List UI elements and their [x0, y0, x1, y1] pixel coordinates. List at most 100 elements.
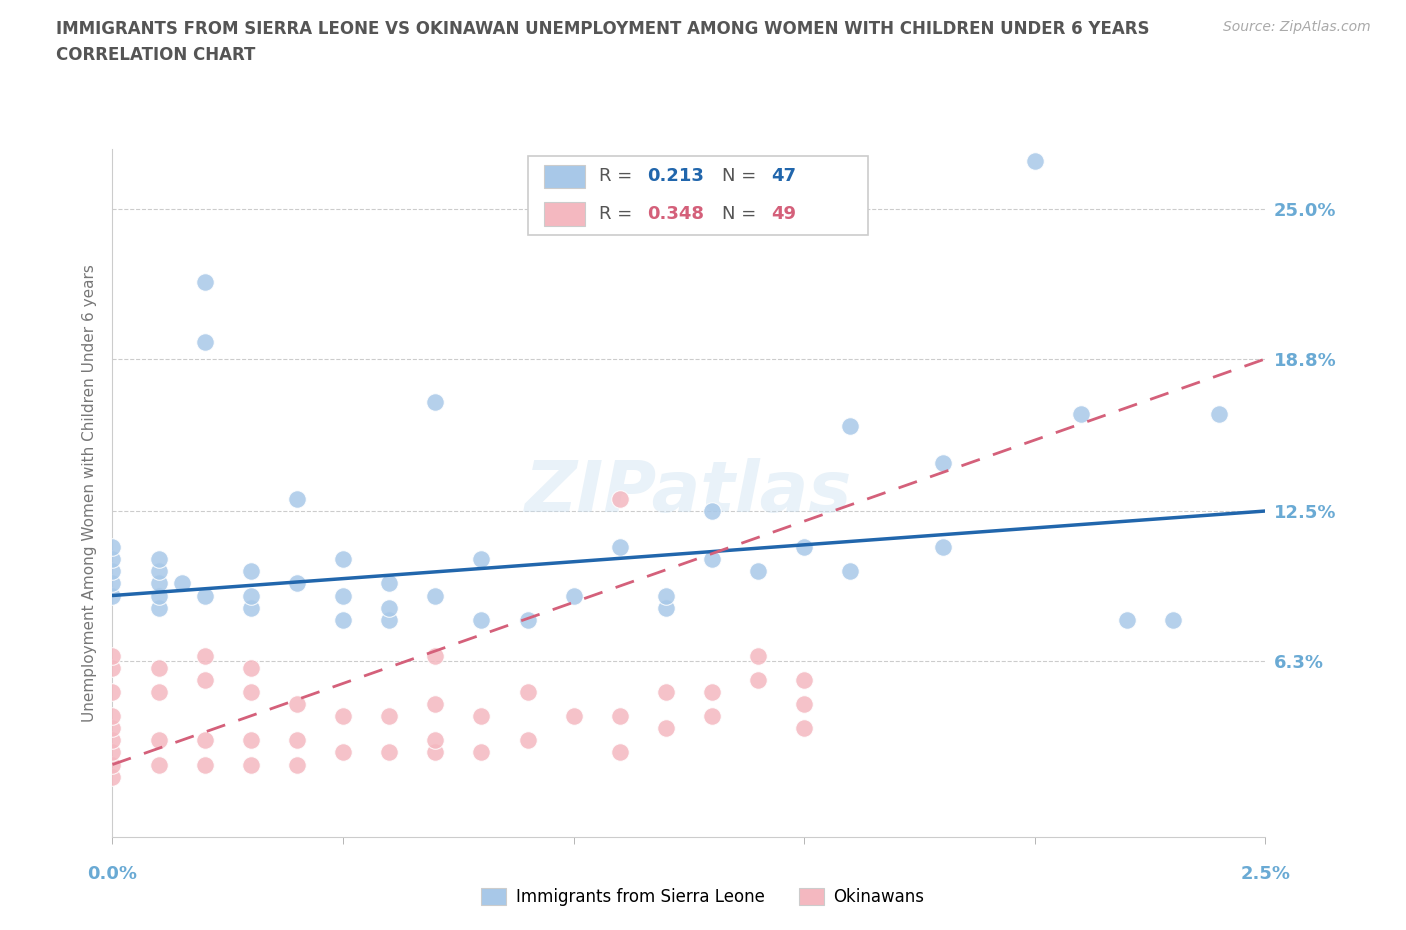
Point	[839, 564, 862, 578]
Point	[470, 745, 492, 760]
Point	[655, 684, 678, 699]
Point	[285, 576, 308, 591]
Point	[793, 672, 815, 687]
FancyBboxPatch shape	[527, 155, 868, 235]
Point	[239, 660, 262, 675]
Point	[425, 395, 447, 410]
Point	[562, 709, 585, 724]
Point	[562, 588, 585, 603]
Point	[194, 757, 217, 772]
Point	[332, 612, 354, 627]
Point	[148, 660, 170, 675]
Point	[378, 745, 401, 760]
Point	[655, 600, 678, 615]
Point	[239, 600, 262, 615]
Text: ZIPatlas: ZIPatlas	[526, 458, 852, 527]
Point	[378, 600, 401, 615]
Point	[609, 709, 631, 724]
Point	[239, 588, 262, 603]
FancyBboxPatch shape	[544, 203, 585, 226]
Point	[1024, 153, 1046, 168]
Point	[1208, 407, 1230, 422]
Point	[148, 576, 170, 591]
Point	[285, 491, 308, 506]
Point	[101, 551, 124, 566]
Text: 0.0%: 0.0%	[87, 865, 138, 884]
Point	[1116, 612, 1139, 627]
Text: N =: N =	[723, 167, 762, 185]
Point	[700, 684, 723, 699]
Point	[148, 564, 170, 578]
Point	[101, 684, 124, 699]
Point	[931, 539, 953, 554]
Point	[700, 503, 723, 518]
Point	[378, 612, 401, 627]
Point	[148, 733, 170, 748]
Point	[194, 648, 217, 663]
Point	[425, 733, 447, 748]
Point	[609, 539, 631, 554]
Point	[332, 588, 354, 603]
Point	[747, 672, 769, 687]
Text: 0.213: 0.213	[647, 167, 704, 185]
Point	[793, 721, 815, 736]
Point	[101, 733, 124, 748]
Point	[194, 588, 217, 603]
Point	[101, 721, 124, 736]
Point	[101, 660, 124, 675]
Point	[747, 564, 769, 578]
Point	[609, 491, 631, 506]
Point	[655, 721, 678, 736]
Point	[793, 539, 815, 554]
Point	[839, 419, 862, 434]
Point	[101, 564, 124, 578]
Point	[655, 588, 678, 603]
Point	[148, 588, 170, 603]
Point	[101, 745, 124, 760]
Point	[148, 600, 170, 615]
Point	[148, 551, 170, 566]
Point	[285, 733, 308, 748]
Text: 47: 47	[770, 167, 796, 185]
Text: R =: R =	[599, 167, 638, 185]
Point	[285, 697, 308, 711]
Point	[239, 757, 262, 772]
Point	[194, 335, 217, 350]
Point	[332, 551, 354, 566]
Point	[101, 709, 124, 724]
Point	[747, 648, 769, 663]
Point	[239, 733, 262, 748]
Point	[516, 684, 538, 699]
Point	[101, 588, 124, 603]
Point	[101, 757, 124, 772]
Point	[470, 551, 492, 566]
Text: 2.5%: 2.5%	[1240, 865, 1291, 884]
Point	[1161, 612, 1184, 627]
Y-axis label: Unemployment Among Women with Children Under 6 years: Unemployment Among Women with Children U…	[82, 264, 97, 722]
Point	[148, 757, 170, 772]
Text: 0.348: 0.348	[647, 206, 704, 223]
Point	[931, 456, 953, 471]
Point	[425, 648, 447, 663]
Point	[1070, 407, 1092, 422]
Text: IMMIGRANTS FROM SIERRA LEONE VS OKINAWAN UNEMPLOYMENT AMONG WOMEN WITH CHILDREN : IMMIGRANTS FROM SIERRA LEONE VS OKINAWAN…	[56, 20, 1150, 38]
Point	[194, 274, 217, 289]
Text: N =: N =	[723, 206, 762, 223]
Point	[378, 576, 401, 591]
Point	[194, 733, 217, 748]
Point	[332, 745, 354, 760]
Point	[425, 697, 447, 711]
Point	[101, 576, 124, 591]
Text: CORRELATION CHART: CORRELATION CHART	[56, 46, 256, 64]
Point	[700, 709, 723, 724]
Point	[101, 769, 124, 784]
Point	[470, 709, 492, 724]
Point	[148, 684, 170, 699]
Point	[194, 672, 217, 687]
Point	[285, 757, 308, 772]
Point	[793, 697, 815, 711]
Point	[332, 709, 354, 724]
Point	[700, 551, 723, 566]
Legend: Immigrants from Sierra Leone, Okinawans: Immigrants from Sierra Leone, Okinawans	[475, 881, 931, 912]
Point	[425, 745, 447, 760]
